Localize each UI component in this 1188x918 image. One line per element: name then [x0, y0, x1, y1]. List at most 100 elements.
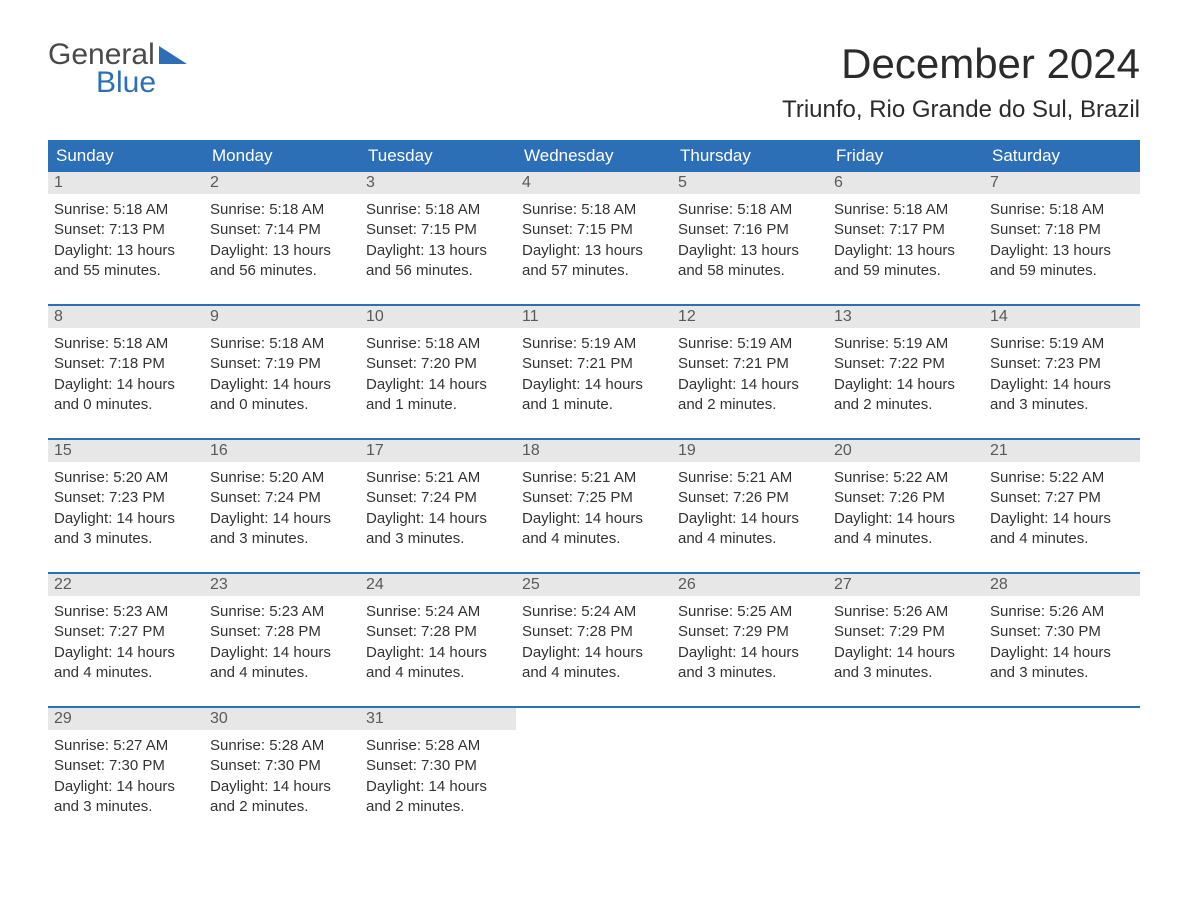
day-number: 21	[984, 440, 1140, 462]
sunset-text: Sunset: 7:19 PM	[210, 354, 354, 374]
day-cell: Sunrise: 5:25 AMSunset: 7:29 PMDaylight:…	[672, 596, 828, 692]
day-number: 22	[48, 574, 204, 596]
day-cell: Sunrise: 5:26 AMSunset: 7:29 PMDaylight:…	[828, 596, 984, 692]
daylight-line-1: Daylight: 14 hours	[990, 509, 1134, 529]
daylight-line-1: Daylight: 14 hours	[834, 643, 978, 663]
daylight-line-2: and 59 minutes.	[834, 261, 978, 281]
sunrise-text: Sunrise: 5:20 AM	[210, 468, 354, 488]
day-cell: Sunrise: 5:18 AMSunset: 7:19 PMDaylight:…	[204, 328, 360, 424]
day-number: 2	[204, 172, 360, 194]
daylight-line-2: and 4 minutes.	[366, 663, 510, 683]
sunset-text: Sunset: 7:28 PM	[210, 622, 354, 642]
month-title: December 2024	[782, 40, 1140, 88]
day-number: 17	[360, 440, 516, 462]
sunrise-text: Sunrise: 5:18 AM	[522, 200, 666, 220]
day-cell: Sunrise: 5:19 AMSunset: 7:21 PMDaylight:…	[672, 328, 828, 424]
daylight-line-1: Daylight: 14 hours	[678, 509, 822, 529]
daylight-line-1: Daylight: 14 hours	[210, 777, 354, 797]
day-cell: Sunrise: 5:28 AMSunset: 7:30 PMDaylight:…	[204, 730, 360, 826]
day-cell: Sunrise: 5:18 AMSunset: 7:15 PMDaylight:…	[516, 194, 672, 290]
sunrise-text: Sunrise: 5:18 AM	[210, 200, 354, 220]
sunrise-text: Sunrise: 5:19 AM	[522, 334, 666, 354]
sunrise-text: Sunrise: 5:18 AM	[678, 200, 822, 220]
daylight-line-2: and 2 minutes.	[366, 797, 510, 817]
sunset-text: Sunset: 7:18 PM	[990, 220, 1134, 240]
day-number: 14	[984, 306, 1140, 328]
daylight-line-2: and 4 minutes.	[522, 663, 666, 683]
day-cell: Sunrise: 5:28 AMSunset: 7:30 PMDaylight:…	[360, 730, 516, 826]
daylight-line-2: and 3 minutes.	[210, 529, 354, 549]
day-cell: Sunrise: 5:26 AMSunset: 7:30 PMDaylight:…	[984, 596, 1140, 692]
sunrise-text: Sunrise: 5:18 AM	[54, 200, 198, 220]
day-number: 10	[360, 306, 516, 328]
daylight-line-1: Daylight: 13 hours	[210, 241, 354, 261]
day-cell: Sunrise: 5:22 AMSunset: 7:26 PMDaylight:…	[828, 462, 984, 558]
sunset-text: Sunset: 7:30 PM	[990, 622, 1134, 642]
day-number: 6	[828, 172, 984, 194]
sunset-text: Sunset: 7:15 PM	[522, 220, 666, 240]
sunrise-text: Sunrise: 5:18 AM	[210, 334, 354, 354]
daylight-line-2: and 4 minutes.	[990, 529, 1134, 549]
sunrise-text: Sunrise: 5:25 AM	[678, 602, 822, 622]
day-number	[516, 708, 672, 730]
weeks-container: 1234567Sunrise: 5:18 AMSunset: 7:13 PMDa…	[48, 172, 1140, 826]
daylight-line-1: Daylight: 14 hours	[54, 509, 198, 529]
sunrise-text: Sunrise: 5:18 AM	[366, 334, 510, 354]
dow-thursday: Thursday	[672, 140, 828, 172]
sunset-text: Sunset: 7:14 PM	[210, 220, 354, 240]
day-cell: Sunrise: 5:22 AMSunset: 7:27 PMDaylight:…	[984, 462, 1140, 558]
daylight-line-1: Daylight: 13 hours	[990, 241, 1134, 261]
day-cell: Sunrise: 5:19 AMSunset: 7:22 PMDaylight:…	[828, 328, 984, 424]
daylight-line-2: and 55 minutes.	[54, 261, 198, 281]
dow-friday: Friday	[828, 140, 984, 172]
daynum-strip: 15161718192021	[48, 440, 1140, 462]
daylight-line-1: Daylight: 14 hours	[678, 643, 822, 663]
week-row: 891011121314Sunrise: 5:18 AMSunset: 7:18…	[48, 304, 1140, 424]
daylight-line-1: Daylight: 14 hours	[210, 643, 354, 663]
daylight-line-1: Daylight: 13 hours	[366, 241, 510, 261]
day-cell: Sunrise: 5:21 AMSunset: 7:26 PMDaylight:…	[672, 462, 828, 558]
daylight-line-2: and 59 minutes.	[990, 261, 1134, 281]
day-number	[828, 708, 984, 730]
day-number: 28	[984, 574, 1140, 596]
header: General Blue December 2024 Triunfo, Rio …	[48, 40, 1140, 134]
daylight-line-2: and 3 minutes.	[366, 529, 510, 549]
day-cell: Sunrise: 5:18 AMSunset: 7:15 PMDaylight:…	[360, 194, 516, 290]
daylight-line-2: and 4 minutes.	[678, 529, 822, 549]
sunset-text: Sunset: 7:23 PM	[990, 354, 1134, 374]
day-cell: Sunrise: 5:21 AMSunset: 7:25 PMDaylight:…	[516, 462, 672, 558]
day-cell: Sunrise: 5:23 AMSunset: 7:28 PMDaylight:…	[204, 596, 360, 692]
sunset-text: Sunset: 7:21 PM	[522, 354, 666, 374]
sunrise-text: Sunrise: 5:26 AM	[990, 602, 1134, 622]
day-number: 20	[828, 440, 984, 462]
daylight-line-1: Daylight: 14 hours	[678, 375, 822, 395]
sunset-text: Sunset: 7:26 PM	[678, 488, 822, 508]
sunrise-text: Sunrise: 5:24 AM	[522, 602, 666, 622]
daylight-line-1: Daylight: 13 hours	[54, 241, 198, 261]
day-cell	[516, 730, 672, 826]
daylight-line-1: Daylight: 13 hours	[678, 241, 822, 261]
week-row: 1234567Sunrise: 5:18 AMSunset: 7:13 PMDa…	[48, 172, 1140, 290]
sunrise-text: Sunrise: 5:23 AM	[54, 602, 198, 622]
day-number: 30	[204, 708, 360, 730]
brand-triangle-icon	[159, 44, 187, 68]
sunrise-text: Sunrise: 5:18 AM	[366, 200, 510, 220]
daylight-line-2: and 58 minutes.	[678, 261, 822, 281]
daylight-line-1: Daylight: 14 hours	[366, 375, 510, 395]
day-cell	[672, 730, 828, 826]
sunrise-text: Sunrise: 5:20 AM	[54, 468, 198, 488]
sunrise-text: Sunrise: 5:22 AM	[834, 468, 978, 488]
daylight-line-1: Daylight: 14 hours	[834, 509, 978, 529]
sunset-text: Sunset: 7:15 PM	[366, 220, 510, 240]
day-number: 31	[360, 708, 516, 730]
day-cell: Sunrise: 5:18 AMSunset: 7:18 PMDaylight:…	[48, 328, 204, 424]
dow-sunday: Sunday	[48, 140, 204, 172]
sunset-text: Sunset: 7:21 PM	[678, 354, 822, 374]
daylight-line-2: and 4 minutes.	[834, 529, 978, 549]
sunrise-text: Sunrise: 5:24 AM	[366, 602, 510, 622]
daylight-line-2: and 2 minutes.	[834, 395, 978, 415]
sunset-text: Sunset: 7:25 PM	[522, 488, 666, 508]
day-cell: Sunrise: 5:18 AMSunset: 7:20 PMDaylight:…	[360, 328, 516, 424]
calendar: Sunday Monday Tuesday Wednesday Thursday…	[48, 140, 1140, 826]
daylight-line-1: Daylight: 14 hours	[54, 375, 198, 395]
